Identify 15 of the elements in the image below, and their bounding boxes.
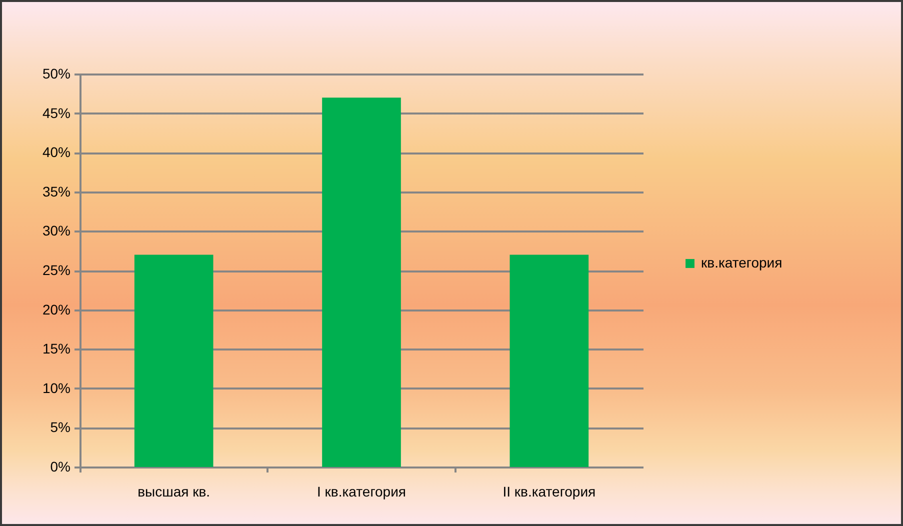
y-tick-label: 10% xyxy=(42,380,70,396)
y-tick-label: 25% xyxy=(42,262,70,278)
y-tick-label: 5% xyxy=(50,419,70,436)
y-tick-label: 35% xyxy=(42,183,70,200)
y-tick-label: 30% xyxy=(42,222,70,239)
y-tick-label: 15% xyxy=(42,340,70,357)
y-tick-label: 0% xyxy=(50,458,70,474)
x-tick-label: высшая кв. xyxy=(138,484,210,500)
x-tick-label: II кв.категория xyxy=(502,484,596,500)
y-tick-label: 40% xyxy=(42,144,70,160)
y-tick-label: 50% xyxy=(42,66,70,82)
legend-label: кв.категория xyxy=(701,254,782,270)
y-tick-label: 45% xyxy=(42,104,70,121)
y-tick-label: 20% xyxy=(42,301,70,318)
x-tick-label: I кв.категория xyxy=(317,484,406,500)
